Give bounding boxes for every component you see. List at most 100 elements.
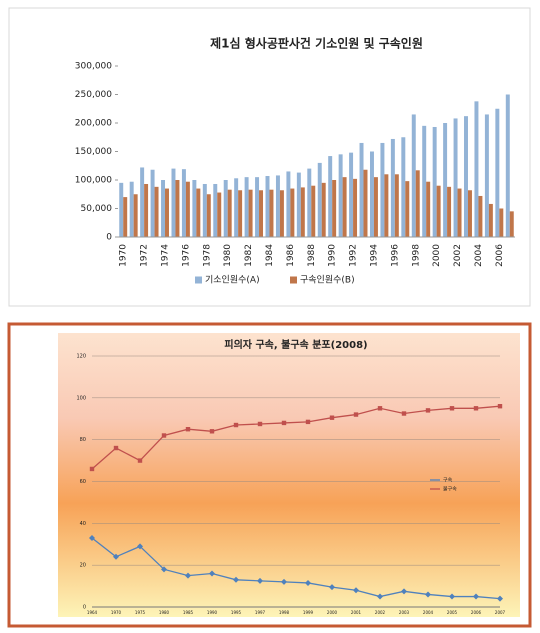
x-tick-label: 1996	[390, 244, 400, 267]
y-tick-label: 100	[76, 395, 86, 401]
x-tick-label: 1974	[161, 244, 171, 267]
bar	[123, 197, 128, 237]
x-tick-label: 2005	[447, 610, 458, 615]
bar	[290, 188, 295, 237]
bar	[436, 185, 441, 237]
bar	[238, 190, 243, 237]
x-tick-label: 1985	[183, 610, 194, 615]
marker	[401, 588, 407, 595]
bar	[234, 178, 239, 237]
bar	[286, 171, 291, 237]
bar	[474, 101, 479, 237]
bar	[196, 188, 201, 237]
x-tick-label: 1990	[328, 244, 338, 267]
x-tick-label: 1988	[307, 244, 317, 267]
x-tick-label: 1976	[181, 244, 191, 267]
y-tick-label: 100,000	[75, 176, 112, 186]
x-tick-label: 2000	[432, 244, 442, 267]
y-tick-label: 200,000	[75, 119, 112, 129]
line-series	[91, 405, 501, 470]
bar	[311, 185, 316, 237]
bar	[443, 123, 448, 237]
bar	[255, 177, 260, 237]
bar	[432, 126, 437, 237]
bar	[390, 138, 395, 237]
bar	[349, 152, 354, 237]
marker	[257, 577, 263, 584]
marker	[233, 576, 239, 583]
marker	[209, 429, 215, 434]
marker	[449, 593, 455, 600]
marker	[185, 572, 191, 579]
marker	[353, 412, 359, 417]
x-tick-label: 2002	[453, 244, 463, 267]
x-tick-label: 1975	[135, 610, 146, 615]
bar	[338, 154, 343, 237]
bar	[248, 189, 253, 237]
x-tick-label: 1980	[223, 244, 233, 267]
bar	[206, 194, 211, 237]
x-tick-label: 1980	[159, 610, 170, 615]
bar	[484, 114, 489, 237]
marker	[377, 593, 383, 600]
marker	[449, 406, 455, 411]
bar	[422, 125, 427, 237]
bar	[405, 181, 410, 237]
bar	[411, 114, 416, 237]
bar	[265, 176, 270, 237]
marker	[89, 534, 95, 541]
bar	[140, 167, 145, 237]
legend-label: 기소인원수(A)	[205, 275, 260, 286]
y-tick-label: 50,000	[81, 204, 113, 214]
marker	[161, 566, 167, 573]
bar	[373, 177, 378, 237]
marker	[281, 420, 287, 426]
bar	[495, 108, 500, 237]
bar	[165, 188, 169, 237]
x-tick-label: 1998	[279, 610, 290, 615]
y-tick-label: 0	[106, 233, 112, 243]
legend-label: 구속인원수(B)	[300, 275, 355, 286]
x-tick-label: 1990	[207, 610, 218, 615]
marker	[353, 587, 359, 594]
bar	[488, 203, 493, 237]
marker	[113, 445, 119, 451]
marker	[329, 415, 335, 420]
marker	[401, 411, 407, 416]
chart-title: 피의자 구속, 불구속 분포(2008)	[224, 338, 367, 351]
bar	[307, 168, 312, 237]
bar	[384, 174, 389, 237]
x-tick-label: 2004	[423, 610, 434, 615]
bar	[244, 177, 249, 237]
bar	[509, 211, 514, 237]
bar	[505, 94, 510, 237]
marker	[305, 419, 311, 425]
bar	[150, 169, 155, 237]
x-tick-label: 2002	[375, 610, 386, 615]
marker	[233, 422, 239, 428]
x-tick-label: 1982	[244, 244, 254, 267]
marker	[497, 404, 503, 409]
bar	[369, 151, 374, 237]
x-tick-label: 1986	[286, 244, 296, 267]
bar	[227, 189, 232, 237]
y-tick-label: 150,000	[75, 147, 112, 157]
marker	[425, 591, 431, 598]
bar	[457, 188, 462, 237]
marker	[137, 458, 143, 463]
bar	[119, 182, 124, 237]
marker	[89, 466, 95, 472]
x-tick-label: 2006	[471, 610, 482, 615]
legend-label: 구속	[443, 477, 453, 484]
bar	[464, 116, 468, 237]
marker	[281, 578, 287, 585]
bar	[300, 187, 305, 237]
bar	[478, 195, 483, 237]
marker	[209, 570, 215, 577]
y-tick-label: 40	[80, 521, 86, 527]
bar	[133, 194, 138, 237]
x-tick-label: 1970	[111, 610, 122, 615]
bar	[185, 181, 190, 237]
